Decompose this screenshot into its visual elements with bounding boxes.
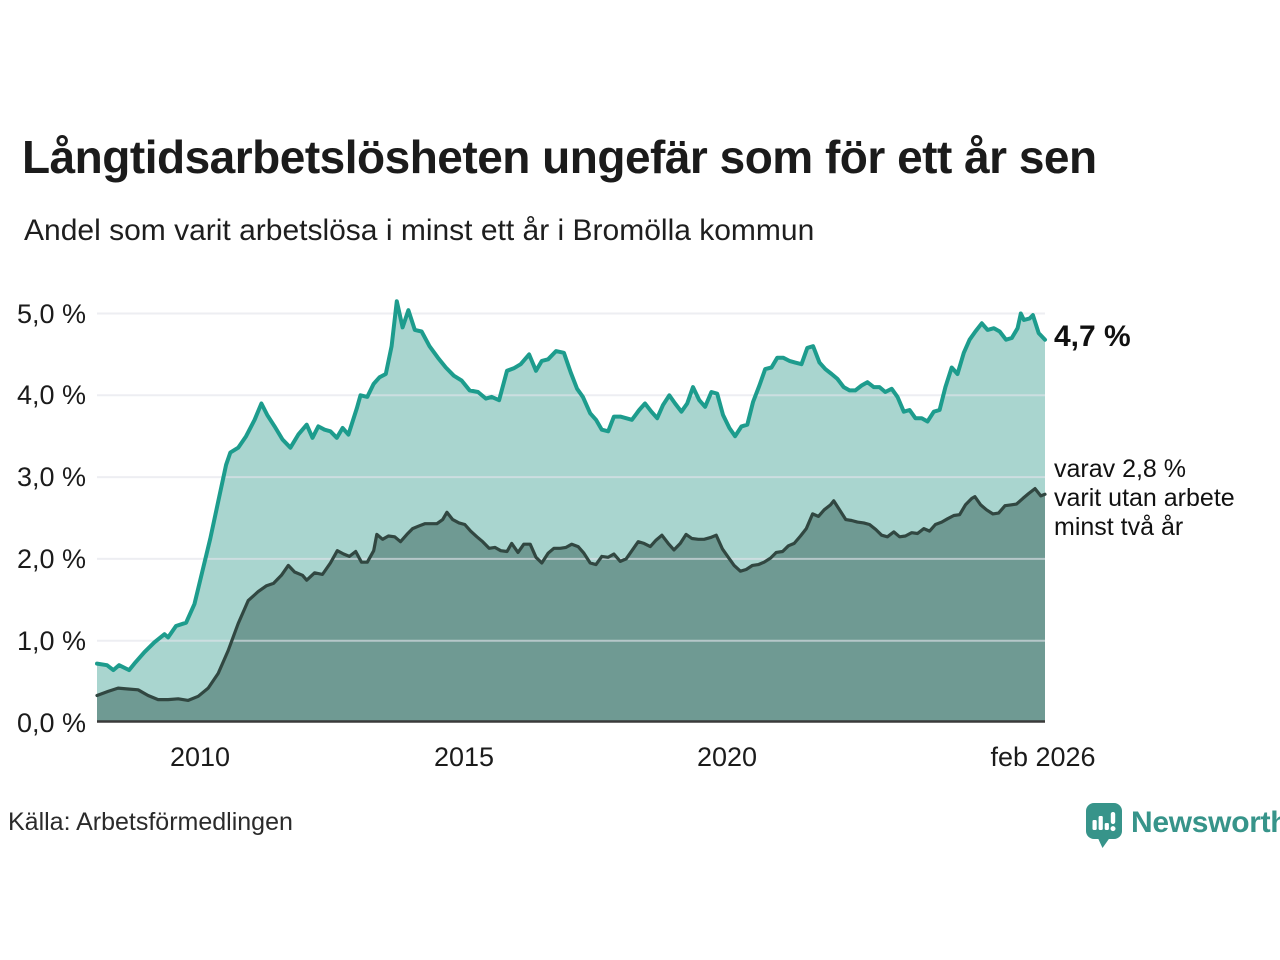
x-axis-tick-label: feb 2026	[990, 742, 1096, 772]
newsworthy-logo: Newsworthy	[1086, 803, 1280, 849]
y-axis-tick-label: 4,0 %	[16, 380, 86, 410]
series-line	[95, 487, 1047, 702]
latest-value-annotation: 4,7 %	[1054, 320, 1131, 353]
chart-plot-area: 5,0 % 4,0 % 3,0 % 2,0 % 1,0 % 0,0 % 2010 2015 20…	[17, 290, 1096, 772]
newsworthy-bubble-chart-icon	[1086, 803, 1122, 848]
y-axis-tick-label: 2,0 %	[16, 544, 86, 574]
newsworthy-wordmark: Newsworthy	[1131, 806, 1280, 839]
y-axis-tick-label: 0,0 %	[16, 708, 86, 738]
source-attribution: Källa: Arbetsförmedlingen	[8, 808, 293, 836]
x-axis-tick-label: 2015	[433, 742, 495, 772]
y-axis-tick-label: 3,0 %	[16, 462, 86, 492]
series-line	[95, 299, 1047, 673]
x-axis-tick-label: 2020	[696, 742, 758, 772]
page-subtitle: Andel som varit arbetslösa i minst ett å…	[24, 214, 815, 247]
y-axis-tick-label: 1,0 %	[16, 626, 86, 656]
series-area	[97, 488, 1045, 723]
secondary-series-annotation: varav 2,8 % varit utan arbete minst två …	[1054, 455, 1235, 541]
area-chart	[95, 299, 1047, 723]
page-title: Långtidsarbetslösheten ungefär som för e…	[22, 131, 1097, 183]
y-axis-tick-label: 5,0 %	[16, 299, 86, 329]
x-axis-tick-label: 2010	[169, 742, 231, 772]
